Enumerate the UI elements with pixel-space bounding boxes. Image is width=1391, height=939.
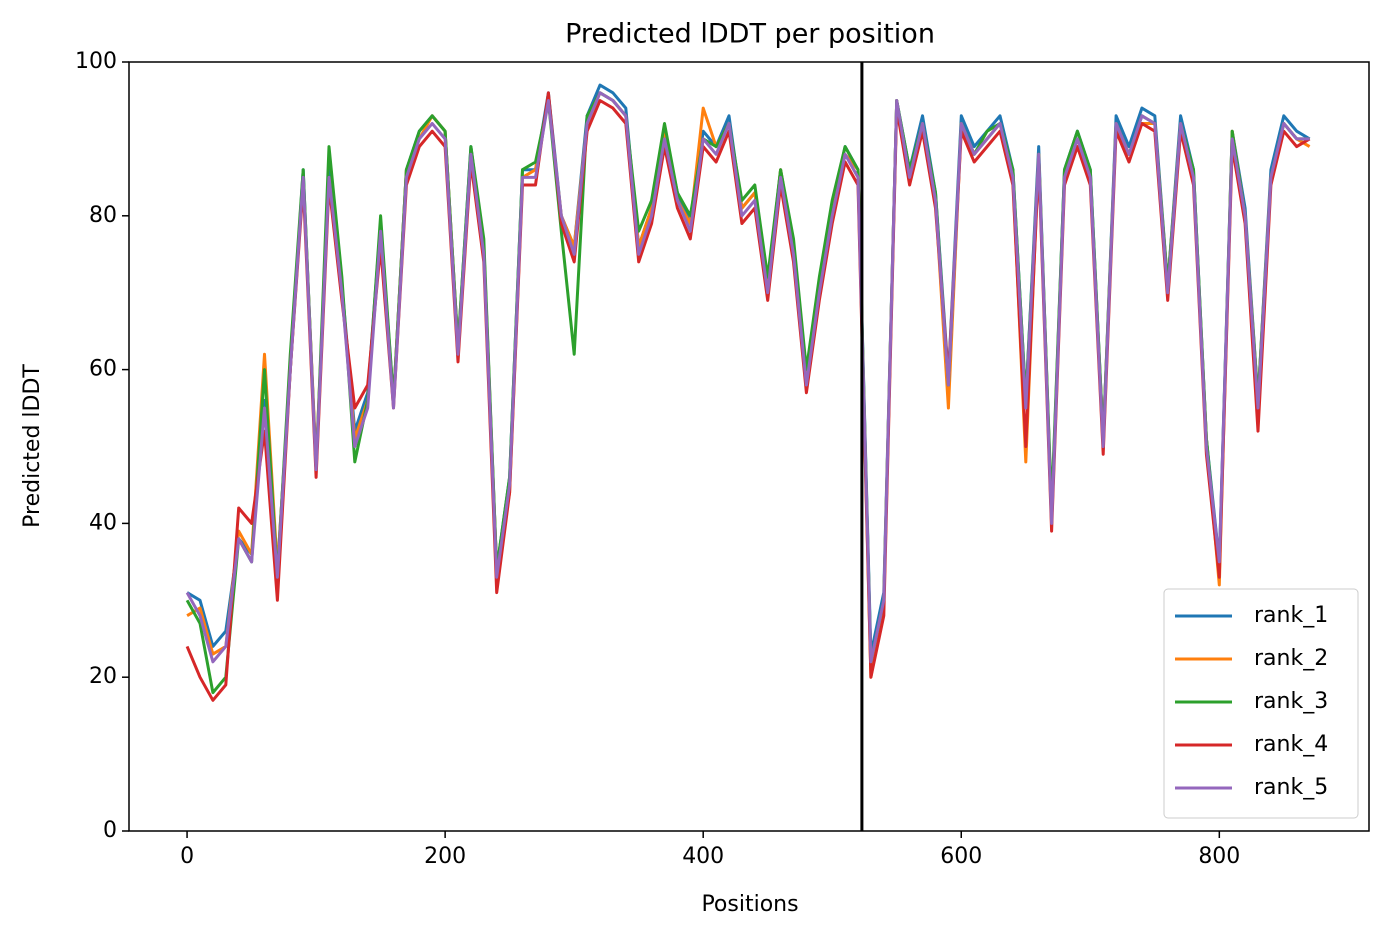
y-tick-label: 80 xyxy=(89,203,117,228)
y-tick-label: 60 xyxy=(89,357,117,382)
x-axis-label: Positions xyxy=(701,892,798,917)
legend-label: rank_5 xyxy=(1254,775,1328,800)
y-axis-label: Predicted lDDT xyxy=(20,364,45,528)
legend-label: rank_3 xyxy=(1254,689,1328,714)
series-line xyxy=(185,91,1311,702)
y-tick-label: 40 xyxy=(89,510,117,535)
series-line xyxy=(185,91,1310,695)
x-tick-label: 800 xyxy=(1198,844,1240,869)
plot-frame xyxy=(128,61,1370,832)
x-tick-label: 400 xyxy=(682,844,724,869)
legend-label: rank_4 xyxy=(1254,732,1328,757)
x-tick-label: 600 xyxy=(940,844,982,869)
legend-label: rank_2 xyxy=(1254,646,1328,671)
series-line xyxy=(186,83,1311,656)
series-line xyxy=(186,91,1311,679)
y-tick-label: 20 xyxy=(89,664,117,689)
legend-box xyxy=(1163,588,1359,819)
series-line xyxy=(185,91,1310,664)
legend-label: rank_1 xyxy=(1254,603,1328,628)
y-tick-label: 100 xyxy=(75,49,117,74)
x-tick-label: 200 xyxy=(424,844,466,869)
chart-title: Predicted lDDT per position xyxy=(565,19,935,50)
y-tick-label: 0 xyxy=(103,818,117,843)
x-tick-label: 0 xyxy=(180,844,194,869)
